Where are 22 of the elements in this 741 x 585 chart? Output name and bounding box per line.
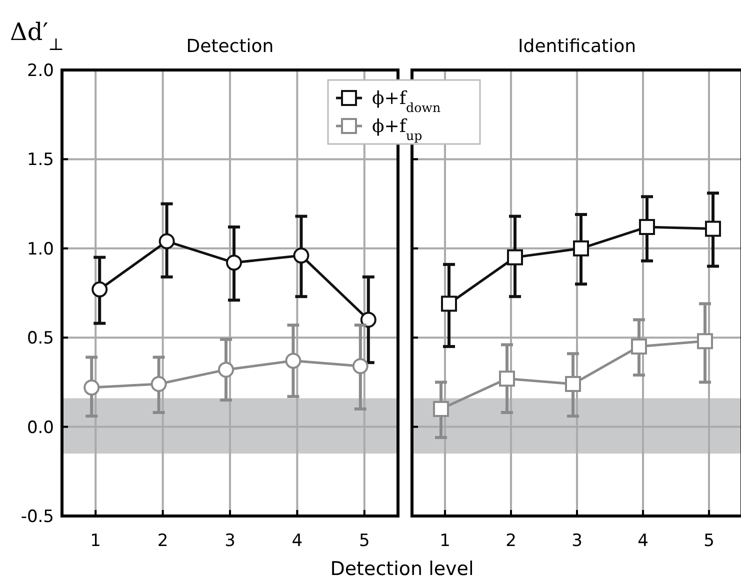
x-tick-label: 5 xyxy=(358,531,370,551)
y-tick-label: 1.5 xyxy=(26,150,54,170)
y-tick-label: 0.5 xyxy=(26,328,54,349)
legend-label: ϕ+f$_{down}$ xyxy=(372,88,441,114)
y-tick-label: 2.0 xyxy=(26,60,54,81)
x-tick-label: 1 xyxy=(90,531,102,551)
x-tick-label: 1 xyxy=(440,531,450,551)
y-tick-label: 0.0 xyxy=(26,418,54,438)
chart-title: Identification xyxy=(518,36,636,57)
x-tick-label: 2 xyxy=(506,531,516,551)
legend-label: ϕ+f$_{up}$ xyxy=(372,116,422,142)
y-tick-label: 1.0 xyxy=(26,239,54,260)
x-tick-label: 3 xyxy=(224,531,236,551)
x-tick-label: 4 xyxy=(292,531,303,551)
y-tick-label: -0.5 xyxy=(20,506,54,527)
x-tick-label: 4 xyxy=(638,531,648,551)
chart-title: Detection xyxy=(186,36,274,57)
x-tick-label: 3 xyxy=(572,531,582,551)
x-axis-title: Detection level xyxy=(330,558,474,580)
x-tick-label: 5 xyxy=(704,531,714,551)
y-axis-title: Δd′$_{⊥}$ xyxy=(10,18,64,54)
x-tick-label: 2 xyxy=(157,531,168,551)
